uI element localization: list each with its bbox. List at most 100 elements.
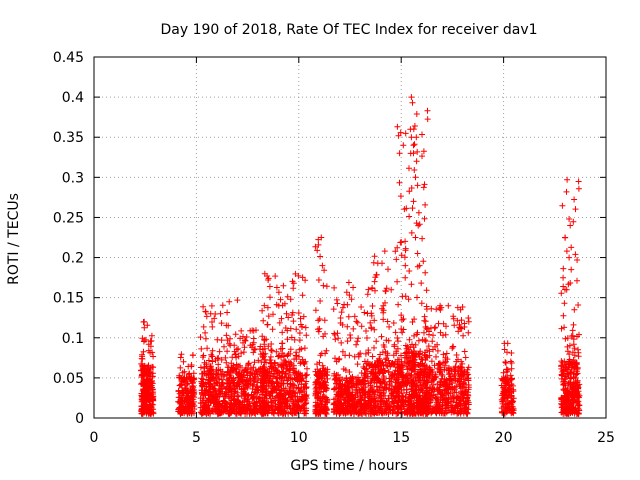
data-point	[247, 406, 254, 413]
data-point	[283, 374, 290, 381]
data-point	[407, 126, 414, 133]
data-point	[382, 299, 388, 306]
data-point	[281, 410, 287, 417]
data-point	[418, 300, 425, 307]
data-point	[287, 296, 294, 303]
data-point	[396, 150, 403, 157]
data-point	[571, 306, 578, 313]
data-point	[397, 193, 404, 200]
data-point	[571, 196, 578, 203]
data-point	[185, 399, 192, 406]
data-point	[229, 367, 236, 374]
data-point	[350, 284, 357, 291]
data-point	[399, 329, 406, 336]
data-point	[359, 385, 366, 392]
data-point	[205, 357, 212, 364]
data-point	[369, 353, 376, 360]
data-point	[208, 366, 215, 373]
data-point	[358, 304, 365, 310]
data-point	[349, 376, 356, 382]
data-point	[321, 317, 328, 324]
data-point	[233, 410, 240, 417]
data-point	[313, 378, 320, 385]
data-point	[381, 248, 388, 255]
data-point	[295, 310, 302, 316]
data-point	[331, 330, 338, 337]
data-point	[143, 395, 150, 401]
data-point	[575, 178, 582, 185]
data-point	[147, 392, 154, 399]
data-point	[233, 361, 240, 368]
data-point	[285, 314, 292, 321]
data-point	[260, 363, 267, 370]
data-point	[287, 325, 294, 332]
data-point	[265, 313, 272, 320]
data-point	[298, 395, 305, 402]
data-point	[396, 179, 403, 186]
data-point	[363, 328, 369, 334]
data-point	[280, 380, 287, 387]
data-point	[410, 142, 417, 149]
data-point	[316, 410, 323, 417]
data-point	[409, 205, 416, 212]
data-point	[345, 385, 352, 392]
data-point	[314, 247, 321, 254]
data-point	[388, 286, 395, 293]
x-tick-label: 15	[392, 430, 410, 446]
data-point	[330, 406, 337, 413]
data-point	[302, 324, 309, 331]
data-point	[276, 369, 282, 376]
data-point	[228, 397, 235, 404]
data-point	[279, 329, 286, 336]
data-point	[245, 360, 252, 367]
data-point	[264, 369, 271, 375]
data-point	[395, 301, 402, 308]
data-point	[575, 302, 582, 308]
data-point	[411, 167, 418, 173]
data-point	[394, 278, 401, 285]
data-point	[414, 148, 421, 155]
data-point	[250, 339, 257, 346]
data-point	[280, 282, 287, 289]
data-point	[139, 392, 146, 399]
data-point	[240, 388, 247, 395]
data-point	[402, 262, 409, 269]
data-point	[226, 298, 233, 305]
data-point	[269, 326, 276, 333]
data-point	[269, 347, 275, 354]
data-point	[353, 341, 360, 348]
data-point	[507, 358, 514, 365]
data-point	[414, 250, 421, 257]
y-tick-label: 0	[75, 411, 84, 427]
data-point	[348, 410, 355, 417]
data-point	[254, 384, 261, 391]
data-point	[221, 343, 227, 350]
data-point	[348, 296, 355, 303]
data-point	[184, 381, 190, 388]
data-point	[373, 338, 380, 345]
data-point	[296, 370, 303, 377]
data-point	[218, 376, 225, 383]
data-point	[429, 338, 436, 345]
data-point	[300, 404, 307, 411]
data-point	[280, 392, 287, 399]
data-point	[421, 215, 428, 222]
data-point	[559, 202, 566, 209]
data-point	[385, 369, 392, 376]
data-point	[564, 348, 571, 355]
data-point	[250, 402, 257, 409]
data-point	[275, 353, 282, 360]
data-point	[279, 350, 286, 357]
data-point	[251, 359, 258, 366]
data-point	[292, 270, 299, 277]
data-point	[399, 317, 405, 323]
data-point	[177, 374, 184, 381]
data-point	[236, 383, 243, 390]
data-point	[339, 348, 346, 355]
data-point	[322, 379, 329, 386]
data-point	[215, 371, 221, 378]
data-point	[148, 384, 155, 391]
data-point	[419, 235, 426, 242]
data-point	[279, 340, 285, 347]
data-point	[402, 130, 409, 137]
